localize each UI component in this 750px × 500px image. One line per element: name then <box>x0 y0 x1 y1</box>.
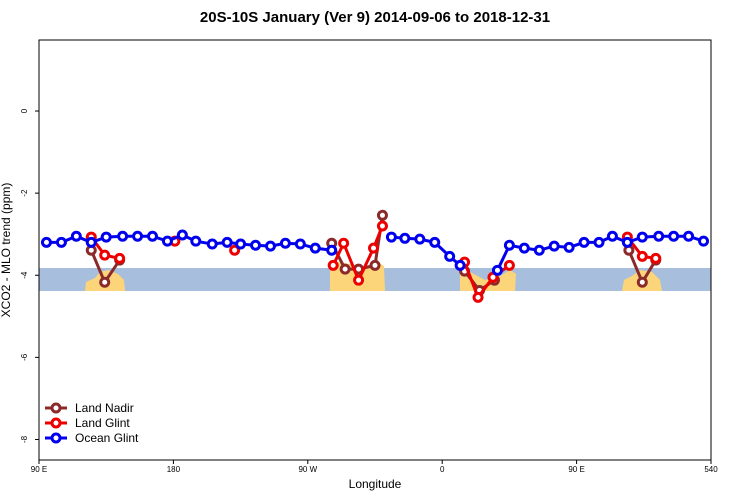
point <box>668 230 680 242</box>
point <box>399 232 411 244</box>
point <box>70 230 82 242</box>
x-tick-label: 540 <box>704 465 718 474</box>
point <box>279 237 291 249</box>
x-tick-label: 0 <box>440 465 445 474</box>
point <box>114 252 126 264</box>
y-tick-label: 0 <box>20 108 29 113</box>
y-tick-label: -8 <box>20 435 29 443</box>
legend-marker <box>50 402 62 414</box>
point <box>369 259 381 271</box>
point <box>99 276 111 288</box>
point <box>85 236 97 248</box>
point <box>636 231 648 243</box>
legend-marker <box>50 432 62 444</box>
point <box>683 230 695 242</box>
point <box>250 239 262 251</box>
point <box>636 250 648 262</box>
series <box>40 229 710 276</box>
plot-frame <box>38 39 712 461</box>
legend-label: Ocean Glint <box>75 431 139 445</box>
point <box>327 259 339 271</box>
point <box>235 238 247 250</box>
point <box>503 239 515 251</box>
point <box>376 209 388 221</box>
point <box>40 236 52 248</box>
point <box>593 236 605 248</box>
point <box>264 240 276 252</box>
point <box>338 237 350 249</box>
point <box>518 242 530 254</box>
point <box>563 241 575 253</box>
point <box>376 220 388 232</box>
legend-label: Land Glint <box>75 416 130 430</box>
point <box>146 230 158 242</box>
point <box>621 236 633 248</box>
point <box>229 244 241 256</box>
point <box>190 235 202 247</box>
legend-label: Land Nadir <box>75 401 134 415</box>
chart-title: 20S-10S January (Ver 9) 2014-09-06 to 20… <box>200 9 550 26</box>
y-axis-label: XCO2 - MLO trend (ppm) <box>0 183 13 318</box>
point <box>414 233 426 245</box>
x-tick-label: 90 E <box>568 465 584 474</box>
point <box>491 264 503 276</box>
point <box>578 236 590 248</box>
point <box>698 235 710 247</box>
point <box>650 252 662 264</box>
x-tick-label: 90 E <box>31 465 47 474</box>
point <box>326 244 338 256</box>
point <box>353 274 365 286</box>
point <box>161 235 173 247</box>
point <box>533 244 545 256</box>
point <box>221 236 233 248</box>
point <box>385 231 397 243</box>
point <box>99 249 111 261</box>
y-tick-label: -2 <box>20 189 29 197</box>
y-tick-label: -4 <box>20 271 29 279</box>
point <box>503 259 515 271</box>
point <box>294 238 306 250</box>
point <box>309 242 321 254</box>
point <box>429 236 441 248</box>
x-tick-label: 180 <box>167 465 181 474</box>
point <box>636 276 648 288</box>
point <box>100 231 112 243</box>
point <box>444 250 456 262</box>
x-axis-label: Longitude <box>349 477 402 491</box>
legend-marker <box>50 417 62 429</box>
point <box>454 259 466 271</box>
point <box>206 238 218 250</box>
point <box>606 230 618 242</box>
point <box>368 242 380 254</box>
point <box>339 263 351 275</box>
y-tick-label: -6 <box>20 353 29 361</box>
point <box>653 230 665 242</box>
point <box>472 291 484 303</box>
point <box>176 229 188 241</box>
point <box>55 236 67 248</box>
point <box>132 230 144 242</box>
point <box>548 240 560 252</box>
point <box>117 230 129 242</box>
x-tick-label: 90 W <box>298 465 317 474</box>
